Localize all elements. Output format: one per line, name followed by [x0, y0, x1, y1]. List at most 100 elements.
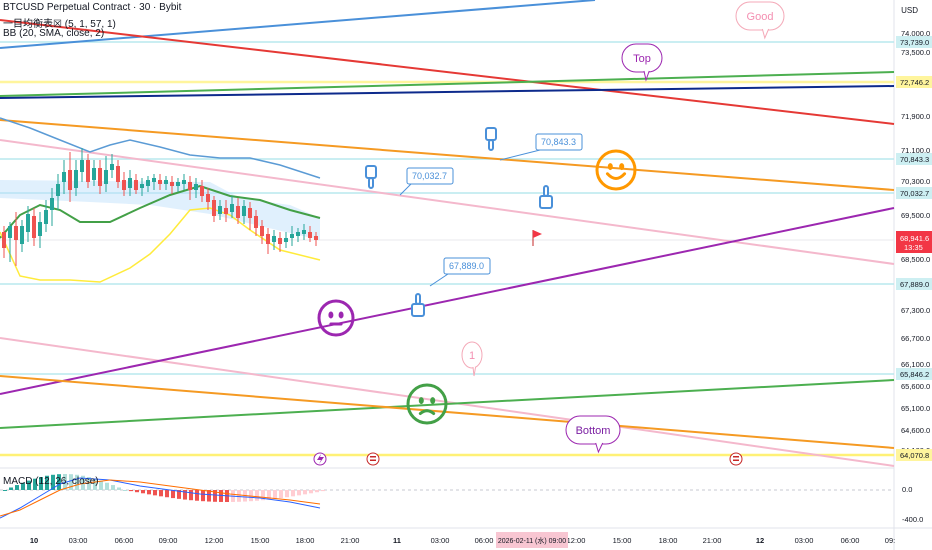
- candle-body[interactable]: [56, 184, 60, 196]
- macd-histogram-bar: [177, 490, 181, 499]
- trend-line[interactable]: [0, 375, 895, 449]
- current-price-badge[interactable]: [896, 231, 932, 253]
- candle-body[interactable]: [20, 226, 24, 244]
- price-badge[interactable]: [896, 278, 932, 290]
- neutral-face-icon[interactable]: [317, 299, 355, 337]
- symbol-title[interactable]: BTCUSD Perpetual Contract · 30 · Bybit: [3, 2, 182, 13]
- bollinger-basis[interactable]: [0, 184, 321, 239]
- candle-body[interactable]: [248, 208, 252, 218]
- price-badge[interactable]: [896, 36, 932, 48]
- macd-legend[interactable]: MACD (12, 26, close): [3, 476, 99, 487]
- candle-body[interactable]: [2, 232, 6, 248]
- candle-body[interactable]: [296, 232, 300, 236]
- happy-face-icon[interactable]: [595, 149, 637, 191]
- trend-line[interactable]: [0, 119, 895, 191]
- candle-body[interactable]: [236, 206, 240, 218]
- candle-body[interactable]: [170, 182, 174, 186]
- price-badge[interactable]: [896, 449, 932, 461]
- candle-body[interactable]: [158, 180, 162, 184]
- candle-body[interactable]: [116, 166, 120, 182]
- candle-body[interactable]: [44, 210, 48, 224]
- us-flag-icon[interactable]: [729, 452, 743, 466]
- candle-body[interactable]: [218, 206, 222, 214]
- callout-box[interactable]: [406, 167, 454, 185]
- price-badge[interactable]: [896, 76, 932, 88]
- candle-body[interactable]: [260, 226, 264, 236]
- time-cursor-badge[interactable]: [496, 532, 568, 548]
- candle-body[interactable]: [278, 238, 282, 244]
- candle-body[interactable]: [92, 168, 96, 180]
- candle-body[interactable]: [128, 178, 132, 188]
- candle-body[interactable]: [230, 204, 234, 212]
- candle-body[interactable]: [146, 180, 150, 186]
- candle-body[interactable]: [302, 230, 306, 234]
- price-badge[interactable]: [896, 368, 932, 380]
- ichimoku-cloud[interactable]: [0, 180, 320, 240]
- candle-body[interactable]: [152, 178, 156, 182]
- candle-body[interactable]: [314, 236, 318, 240]
- candle-body[interactable]: [182, 180, 186, 184]
- candle-body[interactable]: [104, 170, 108, 184]
- candle-body[interactable]: [80, 160, 84, 172]
- candle-body[interactable]: [38, 222, 42, 236]
- bollinger-legend[interactable]: BB (20, SMA, close, 2): [3, 28, 105, 39]
- thumb-down-icon[interactable]: [365, 165, 377, 189]
- candle-body[interactable]: [8, 226, 12, 238]
- candle-body[interactable]: [242, 206, 246, 216]
- candle-body[interactable]: [110, 164, 114, 170]
- trend-line[interactable]: [0, 19, 895, 125]
- ichimoku-legend[interactable]: 一目均衡表☒ (5, 1, 57, 1): [3, 19, 116, 30]
- candle-body[interactable]: [188, 182, 192, 190]
- candle-body[interactable]: [98, 168, 102, 186]
- candle-body[interactable]: [26, 214, 30, 232]
- candle-body[interactable]: [254, 216, 258, 228]
- candle-body[interactable]: [50, 198, 54, 210]
- candle-body[interactable]: [176, 182, 180, 186]
- trend-line[interactable]: [0, 85, 895, 99]
- flag-icon[interactable]: [533, 230, 542, 238]
- candle-body[interactable]: [74, 170, 78, 188]
- trend-line[interactable]: [0, 139, 895, 265]
- candle-body[interactable]: [68, 170, 72, 190]
- macd-line[interactable]: [0, 477, 321, 519]
- candle-body[interactable]: [122, 180, 126, 190]
- candle-body[interactable]: [308, 232, 312, 238]
- candle-body[interactable]: [164, 180, 168, 184]
- sad-face-icon[interactable]: [406, 383, 448, 425]
- thumb-up-icon-finger: [415, 293, 421, 305]
- thumb-down-icon[interactable]: [485, 127, 497, 151]
- bottom-bubble[interactable]: [565, 415, 621, 445]
- candle-body[interactable]: [140, 184, 144, 188]
- macd-signal-line[interactable]: [0, 479, 321, 517]
- callout-box[interactable]: [443, 257, 491, 275]
- thumb-up-icon[interactable]: [411, 293, 425, 317]
- thumb-up-icon[interactable]: [539, 185, 553, 209]
- candle-body[interactable]: [284, 238, 288, 242]
- candle-body[interactable]: [62, 172, 66, 182]
- trend-line[interactable]: [0, 71, 895, 97]
- good-bubble[interactable]: [735, 1, 785, 31]
- bollinger-lower-band[interactable]: [0, 207, 321, 283]
- candle-body[interactable]: [212, 200, 216, 216]
- candle-body[interactable]: [266, 234, 270, 244]
- candle-body[interactable]: [14, 226, 18, 240]
- price-badge[interactable]: [896, 153, 932, 165]
- candle-body[interactable]: [290, 234, 294, 238]
- top-bubble[interactable]: [621, 43, 663, 73]
- bollinger-upper-band[interactable]: [0, 117, 321, 179]
- callout-box[interactable]: [535, 133, 583, 151]
- candle-body[interactable]: [224, 208, 228, 214]
- trend-line[interactable]: [0, 207, 895, 395]
- candle-body[interactable]: [134, 180, 138, 190]
- trend-line[interactable]: [0, 0, 596, 49]
- candle-body[interactable]: [272, 236, 276, 242]
- us-flag-icon[interactable]: [366, 452, 380, 466]
- number-bubble[interactable]: [461, 341, 483, 369]
- candle-body[interactable]: [86, 160, 90, 182]
- candle-body[interactable]: [32, 216, 36, 238]
- price-badge[interactable]: [896, 187, 932, 199]
- candle-body[interactable]: [200, 186, 204, 196]
- candle-body[interactable]: [194, 184, 198, 190]
- candle-body[interactable]: [206, 194, 210, 202]
